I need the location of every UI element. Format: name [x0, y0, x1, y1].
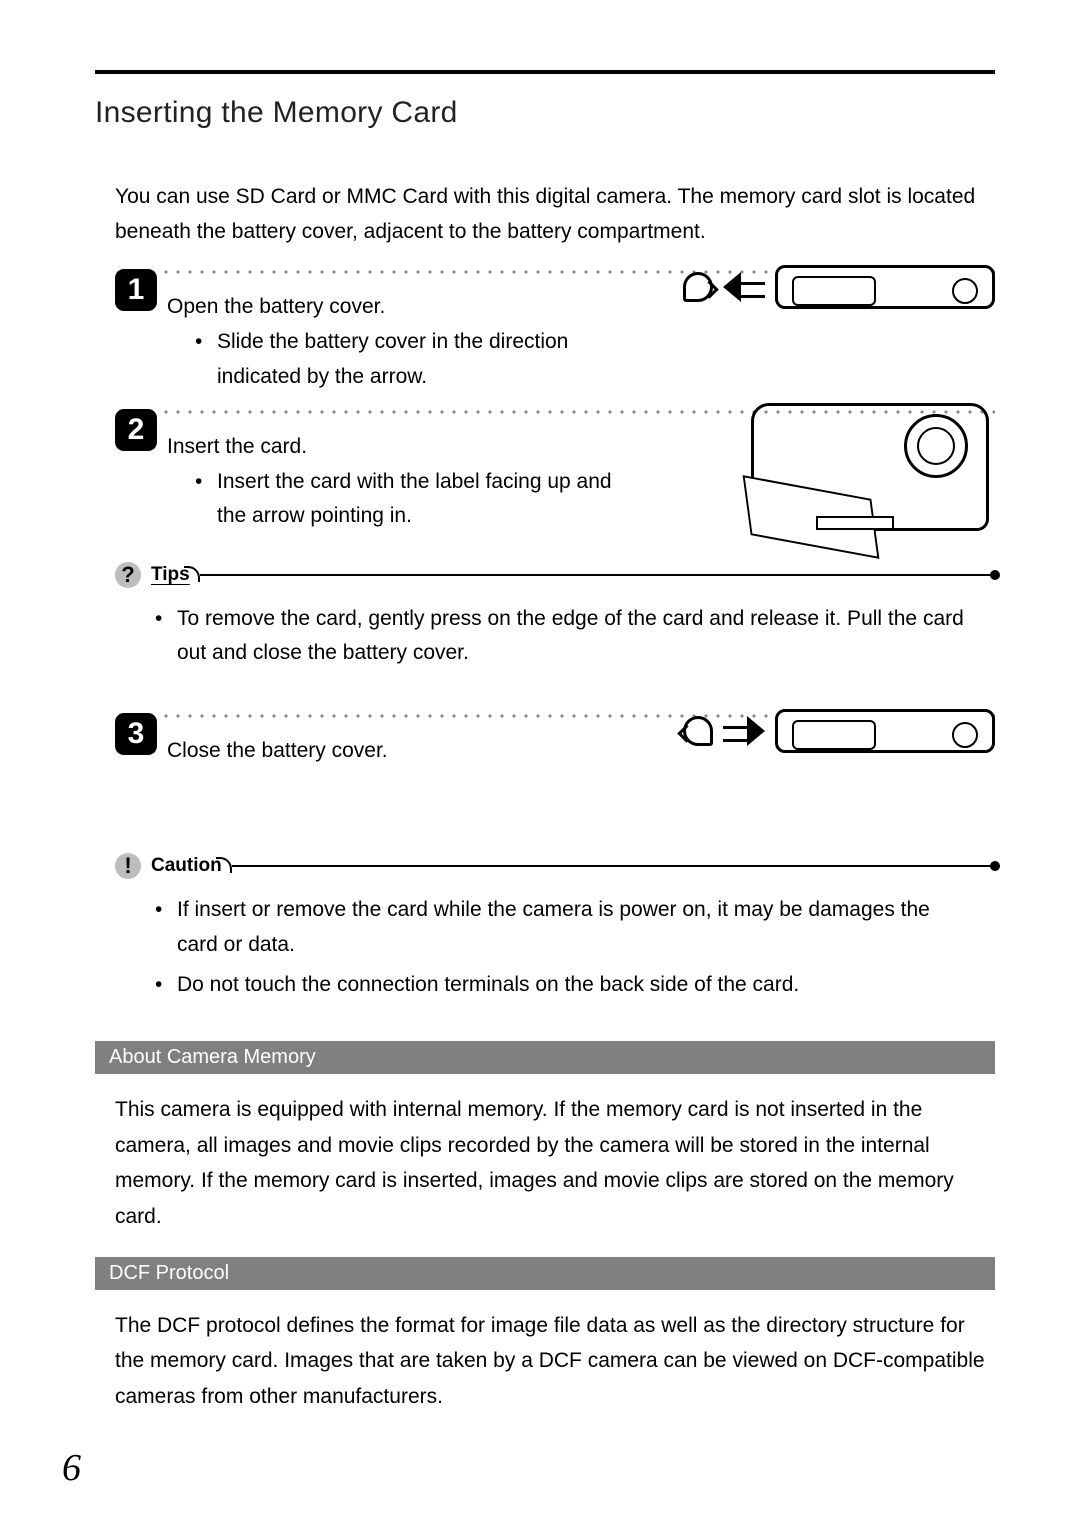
step-number-badge: 1: [115, 269, 157, 311]
step-bullet: Slide the battery cover in the direction…: [195, 325, 625, 394]
caution-list: If insert or remove the card while the c…: [155, 893, 975, 1003]
section-heading: About Camera Memory: [95, 1041, 995, 1074]
camera-top-view: [775, 709, 995, 753]
step-2: 2 Insert the card. Insert the card with …: [115, 409, 995, 534]
hand-icon: [683, 716, 713, 746]
step-number-badge: 3: [115, 713, 157, 755]
hand-icon: [683, 272, 713, 302]
top-rule: [95, 70, 995, 74]
lens-icon: [904, 414, 968, 478]
tips-heading: ? Tips: [115, 562, 995, 588]
question-icon: ?: [115, 562, 141, 588]
section-body: This camera is equipped with internal me…: [115, 1092, 995, 1235]
caution-item: If insert or remove the card while the c…: [155, 893, 975, 962]
page-number: 6: [62, 1446, 81, 1490]
caution-item: Do not touch the connection terminals on…: [155, 968, 975, 1003]
step-number-badge: 2: [115, 409, 157, 451]
illustration-close-cover: [683, 709, 995, 753]
camera-top-view: [775, 265, 995, 309]
caution-heading: ! Caution: [115, 853, 995, 879]
manual-page: Inserting the Memory Card You can use SD…: [0, 0, 1080, 1528]
page-title: Inserting the Memory Card: [95, 96, 995, 130]
camera-perspective: [751, 403, 989, 531]
callout-line: [232, 865, 995, 867]
step-3: 3 Close the battery cover.: [115, 713, 995, 763]
caution-label: Caution: [151, 855, 222, 877]
step-bullet: Insert the card with the label facing up…: [195, 465, 635, 534]
illustration-insert-card: [745, 397, 995, 537]
tips-item: To remove the card, gently press on the …: [155, 602, 975, 671]
arrow-left-icon: [723, 272, 765, 302]
section-body: The DCF protocol defines the format for …: [115, 1308, 995, 1415]
tips-list: To remove the card, gently press on the …: [155, 602, 975, 671]
step-1: 1 Open the battery cover. Slide the batt…: [115, 269, 995, 394]
callout-line: [200, 574, 995, 576]
intro-text: You can use SD Card or MMC Card with thi…: [115, 180, 995, 249]
illustration-open-cover: [683, 265, 995, 309]
section-heading: DCF Protocol: [95, 1257, 995, 1290]
exclamation-icon: !: [115, 853, 141, 879]
memory-card: [816, 516, 894, 530]
arrow-right-icon: [723, 716, 765, 746]
